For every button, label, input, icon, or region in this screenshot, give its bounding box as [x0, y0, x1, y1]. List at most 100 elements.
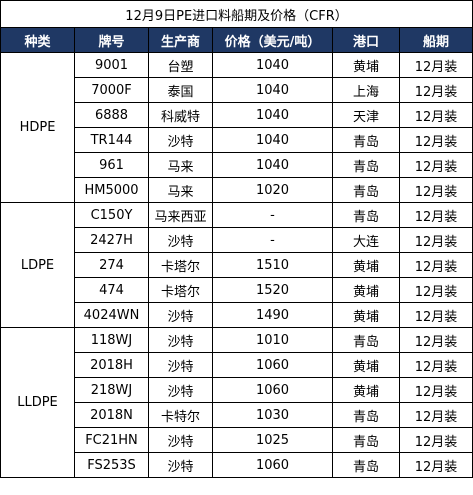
producer-cell: 泰国	[148, 77, 213, 103]
port-cell: 天津	[332, 102, 400, 128]
header-price: 价格（美元/吨）	[212, 27, 333, 53]
table-row: 961 马来 1040 青岛 12月装	[1, 152, 473, 178]
price-cell: -	[212, 227, 333, 253]
price-cell: 1520	[212, 277, 333, 303]
port-cell: 青岛	[332, 327, 400, 353]
grade-cell: FC21HN	[74, 427, 149, 453]
header-producer: 生产商	[148, 27, 213, 53]
table-title: 12月9日PE进口料船期及价格（CFR）	[0, 0, 473, 28]
table-row: 7000F 泰国 1040 上海 12月装	[1, 77, 473, 103]
grade-cell: 474	[74, 277, 149, 303]
producer-cell: 卡塔尔	[148, 277, 213, 303]
port-cell: 青岛	[332, 202, 400, 228]
table-row: TR144 沙特 1040 青岛 12月装	[1, 127, 473, 153]
shipment-cell: 12月装	[398, 452, 473, 478]
producer-cell: 沙特	[148, 452, 213, 478]
shipment-cell: 12月装	[398, 302, 473, 328]
price-cell: 1010	[212, 327, 333, 353]
price-cell: 1020	[212, 177, 333, 203]
table-row: FS253S 沙特 1060 青岛 12月装	[1, 452, 473, 478]
port-cell: 青岛	[332, 177, 400, 203]
shipment-cell: 12月装	[398, 102, 473, 128]
price-cell: 1040	[212, 152, 333, 178]
shipment-cell: 12月装	[398, 77, 473, 103]
price-cell: 1030	[212, 402, 333, 428]
grade-cell: 2018H	[74, 352, 149, 378]
grade-cell: 274	[74, 252, 149, 278]
price-cell: 1490	[212, 302, 333, 328]
producer-cell: 沙特	[148, 327, 213, 353]
price-cell: 1025	[212, 427, 333, 453]
port-cell: 大连	[332, 227, 400, 253]
grade-cell: 218WJ	[74, 377, 149, 403]
table-row: LDPE C150Y 马来西亚 - 青岛 12月装	[0, 202, 473, 328]
type-cell: LLDPE	[0, 327, 75, 478]
pe-import-table: 12月9日PE进口料船期及价格（CFR） 种类 牌号 生产商 价格（美元/吨） …	[0, 0, 473, 478]
header-type: 种类	[0, 27, 75, 53]
grade-cell: TR144	[74, 127, 149, 153]
port-cell: 上海	[332, 77, 400, 103]
grade-cell: 118WJ	[74, 327, 149, 353]
producer-cell: 沙特	[148, 352, 213, 378]
grade-cell: 6888	[74, 102, 149, 128]
price-cell: 1040	[212, 127, 333, 153]
price-cell: 1040	[212, 102, 333, 128]
producer-cell: 马来西亚	[148, 202, 213, 228]
port-cell: 黄埔	[332, 302, 400, 328]
price-cell: 1040	[212, 52, 333, 78]
shipment-cell: 12月装	[398, 227, 473, 253]
producer-cell: 卡塔尔	[148, 252, 213, 278]
shipment-cell: 12月装	[398, 277, 473, 303]
grade-cell: HM5000	[74, 177, 149, 203]
port-cell: 黄埔	[332, 377, 400, 403]
producer-cell: 台塑	[148, 52, 213, 78]
producer-cell: 沙特	[148, 127, 213, 153]
producer-cell: 沙特	[148, 302, 213, 328]
shipment-cell: 12月装	[398, 152, 473, 178]
header-port: 港口	[332, 27, 400, 53]
grade-cell: 961	[74, 152, 149, 178]
producer-cell: 沙特	[148, 377, 213, 403]
price-cell: 1060	[212, 352, 333, 378]
shipment-cell: 12月装	[398, 402, 473, 428]
header-grade: 牌号	[74, 27, 149, 53]
producer-cell: 马来	[148, 177, 213, 203]
shipment-cell: 12月装	[398, 252, 473, 278]
port-cell: 青岛	[332, 452, 400, 478]
port-cell: 青岛	[332, 427, 400, 453]
producer-cell: 沙特	[148, 227, 213, 253]
shipment-cell: 12月装	[398, 352, 473, 378]
table-body: HDPE 9001 台塑 1040 黄埔 12月装 7000F 泰国 1040 上海 12月装 688…	[0, 52, 473, 478]
price-cell: 1040	[212, 77, 333, 103]
grade-cell: FS253S	[74, 452, 149, 478]
port-cell: 青岛	[332, 402, 400, 428]
port-cell: 青岛	[332, 152, 400, 178]
table-row: LLDPE 118WJ 沙特 1010 青岛 12月装	[0, 327, 473, 478]
grade-cell: C150Y	[74, 202, 149, 228]
header-shipment: 船期	[398, 27, 473, 53]
producer-cell: 沙特	[148, 427, 213, 453]
port-cell: 黄埔	[332, 352, 400, 378]
table-row: HDPE 9001 台塑 1040 黄埔 12月装	[0, 52, 473, 203]
producer-cell: 卡特尔	[148, 402, 213, 428]
table-row: HM5000 马来 1020 青岛 12月装	[1, 177, 473, 203]
price-cell: -	[212, 202, 333, 228]
producer-cell: 科威特	[148, 102, 213, 128]
type-cell: HDPE	[0, 52, 75, 203]
grade-cell: 2427H	[74, 227, 149, 253]
table-row: 4024WN 沙特 1490 黄埔 12月装	[1, 302, 473, 328]
shipment-cell: 12月装	[398, 127, 473, 153]
shipment-cell: 12月装	[398, 327, 473, 353]
shipment-cell: 12月装	[398, 377, 473, 403]
port-cell: 青岛	[332, 127, 400, 153]
grade-cell: 4024WN	[74, 302, 149, 328]
table-row: 6888 科威特 1040 天津 12月装	[1, 102, 473, 128]
port-cell: 黄埔	[332, 52, 400, 78]
shipment-cell: 12月装	[398, 177, 473, 203]
table-row: 474 卡塔尔 1520 黄埔 12月装	[1, 277, 473, 303]
port-cell: 黄埔	[332, 277, 400, 303]
table-row: 2427H 沙特 - 大连 12月装	[1, 227, 473, 253]
price-cell: 1060	[212, 452, 333, 478]
table-row: 218WJ 沙特 1060 黄埔 12月装	[1, 377, 473, 403]
